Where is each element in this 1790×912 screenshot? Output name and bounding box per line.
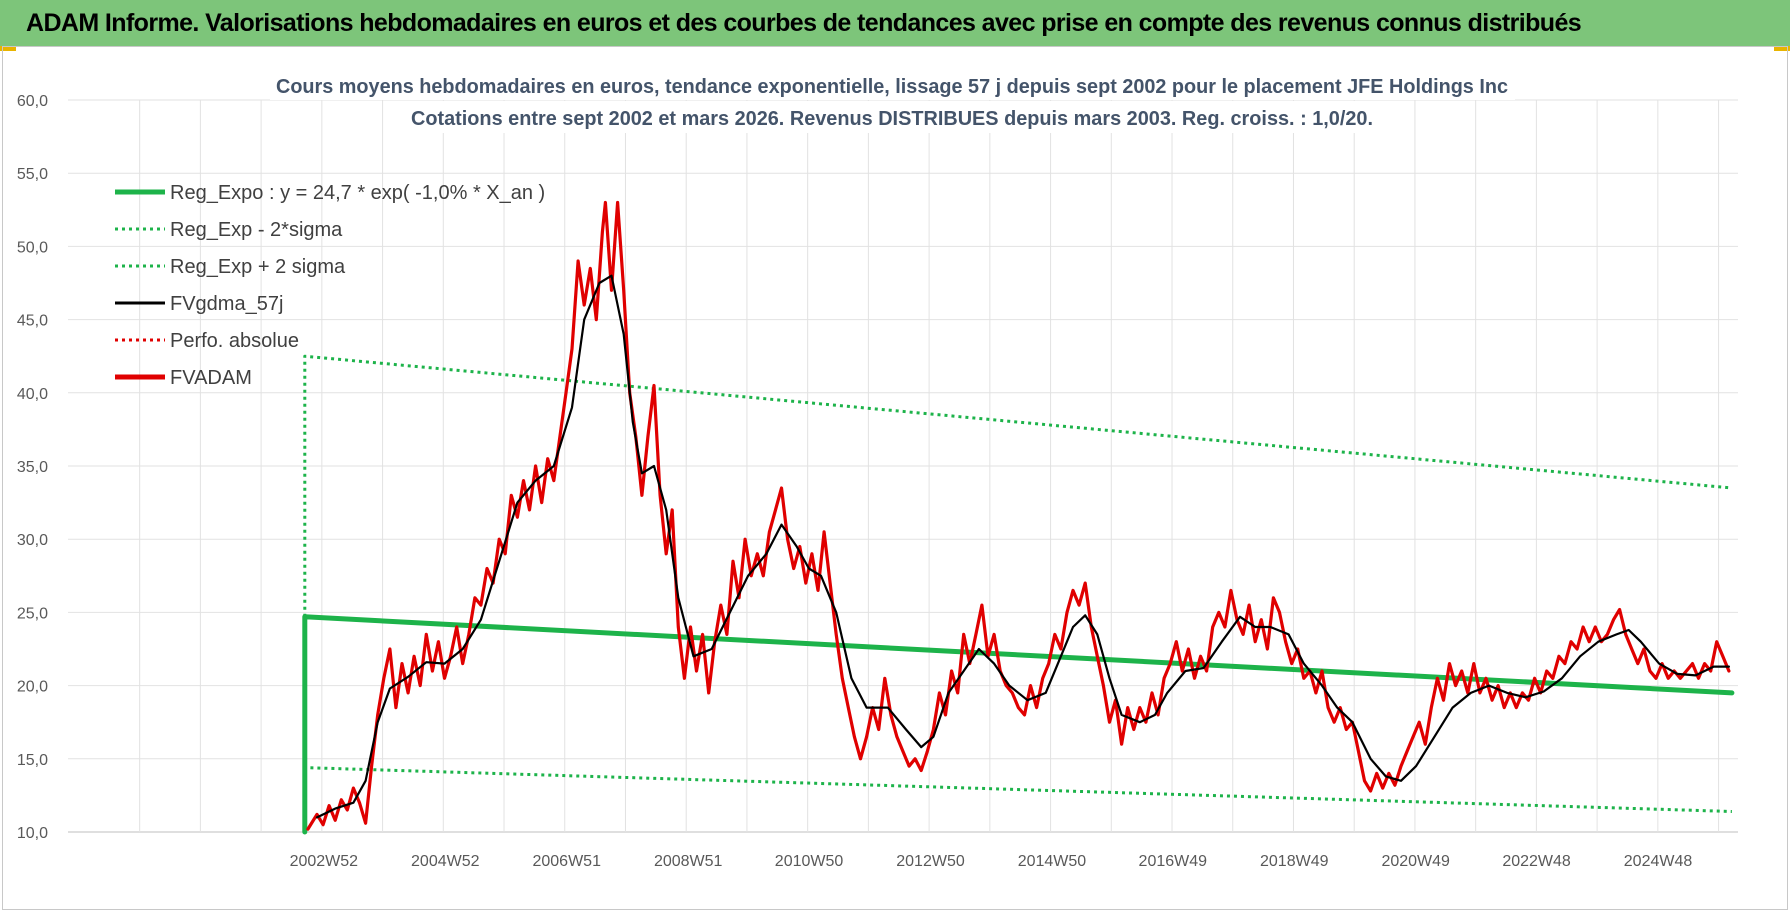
y-tick-label: 45,0 (17, 313, 48, 330)
y-tick-label: 40,0 (17, 386, 48, 403)
chart-title: Cours moyens hebdomadaires en euros, ten… (276, 76, 1508, 98)
corner-mark-left (0, 46, 16, 51)
x-tick-label: 2016W49 (1139, 853, 1208, 870)
x-tick-label: 2022W48 (1502, 853, 1571, 870)
y-tick-label: 10,0 (17, 825, 48, 842)
y-axis: 10,0 15,0 20,0 25,0 30,0 35,0 40,0 45,0 50,0 55,0… (17, 93, 48, 842)
y-tick-label: 55,0 (17, 166, 48, 183)
series-line-1 (303, 766, 1732, 832)
y-tick-label: 60,0 (17, 93, 48, 110)
report-title: ADAM Informe. Valorisations hebdomadaire… (26, 9, 1582, 37)
x-tick-label: 2024W48 (1624, 853, 1693, 870)
x-tick-label: 2018W49 (1260, 853, 1329, 870)
x-tick-label: 2012W50 (896, 853, 965, 870)
x-axis: 2002W52 2004W52 2006W51 2008W51 2010W50 2012W… (290, 853, 1693, 870)
x-tick-label: 2020W49 (1381, 853, 1450, 870)
y-tick-label: 35,0 (17, 459, 48, 476)
legend-label: Reg_Exp + 2 sigma (170, 256, 346, 278)
y-tick-label: 30,0 (17, 532, 48, 549)
x-tick-label: 2002W52 (290, 853, 359, 870)
chart-legend: Reg_Expo : y = 24,7 * exp( -1,0% * X_an … (115, 182, 545, 389)
legend-label: Perfo. absolue (170, 330, 299, 352)
series-line-5 (306, 200, 1731, 831)
x-tick-label: 2008W51 (654, 853, 723, 870)
series-line-3 (315, 274, 1730, 819)
legend-label: Reg_Expo : y = 24,7 * exp( -1,0% * X_an … (170, 182, 545, 204)
y-tick-label: 25,0 (17, 605, 48, 622)
chart-frame (2, 46, 1788, 910)
x-tick-label: 2004W52 (411, 853, 480, 870)
legend-label: Reg_Exp - 2*sigma (170, 219, 343, 241)
chart-title-background (270, 68, 1515, 100)
x-tick-label: 2006W51 (532, 853, 601, 870)
chart-grid (68, 99, 1738, 833)
y-tick-label: 50,0 (17, 239, 48, 256)
x-tick-label: 2014W50 (1018, 853, 1087, 870)
report-banner: ADAM Informe. Valorisations hebdomadaire… (0, 0, 1790, 46)
chart-subtitle: Cotations entre sept 2002 et mars 2026. … (411, 108, 1373, 130)
chart-series (302, 200, 1735, 835)
chart-subtitle-background (405, 101, 1380, 133)
legend-label: FVADAM (170, 367, 252, 389)
legend-label: FVgdma_57j (170, 293, 283, 315)
y-tick-label: 20,0 (17, 679, 48, 696)
x-tick-label: 2010W50 (775, 853, 844, 870)
chart-title-group: Cours moyens hebdomadaires en euros, ten… (270, 68, 1515, 133)
y-tick-label: 15,0 (17, 752, 48, 769)
series-line-2 (303, 354, 1733, 617)
corner-mark-right (1774, 46, 1790, 51)
series-line-0 (302, 614, 1735, 835)
